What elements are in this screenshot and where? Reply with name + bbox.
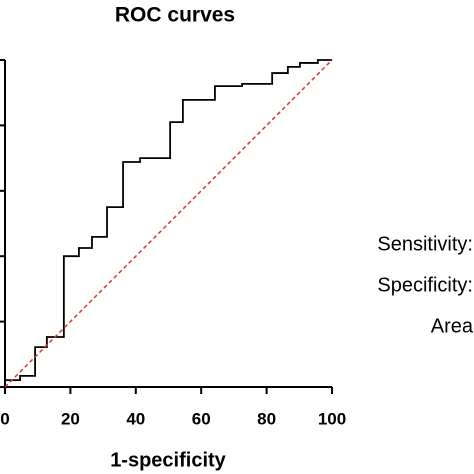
x-axis-label: 1-specificity bbox=[110, 449, 226, 471]
annotation: Sensitivity: bbox=[377, 233, 473, 255]
x-tick-label: 100 bbox=[318, 409, 346, 428]
x-tick-label: 20 bbox=[61, 409, 80, 428]
roc-line bbox=[4, 59, 333, 388]
chart-title: ROC curves bbox=[115, 4, 235, 27]
annotation: Specificity: bbox=[377, 274, 473, 296]
x-tick-label: 80 bbox=[257, 409, 276, 428]
roc-line bbox=[5, 59, 332, 382]
x-tick-label: 60 bbox=[192, 409, 211, 428]
x-tick-label: 0 bbox=[0, 409, 9, 428]
x-tick-label: 40 bbox=[126, 409, 145, 428]
annotation: Area bbox=[431, 315, 474, 337]
